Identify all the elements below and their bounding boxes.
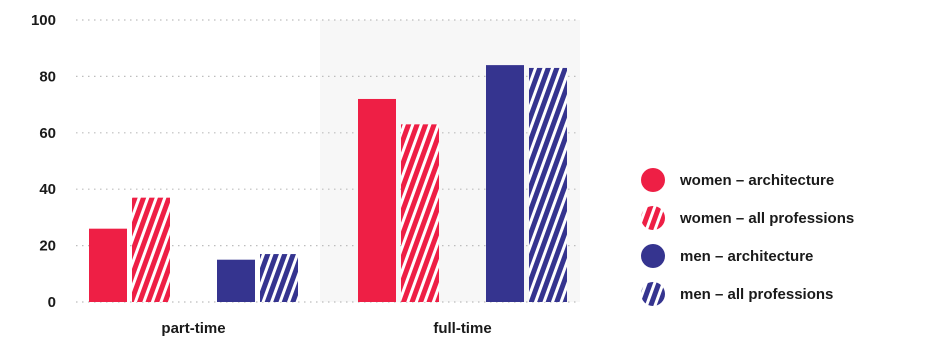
x-category-label: full-time <box>433 320 491 337</box>
y-tick-label: 80 <box>39 68 56 85</box>
bar-full-time-series-0 <box>358 98 396 303</box>
y-axis-ticks: 0 20 40 60 80 100 <box>31 12 56 311</box>
bar-part-time-series-2 <box>217 259 255 302</box>
y-tick-label: 0 <box>48 294 56 311</box>
legend-swatch-striped-blue <box>641 282 665 306</box>
legend-item-men-architecture: men – architecture <box>640 242 854 270</box>
bar-part-time-series-1 <box>132 197 170 302</box>
bar-part-time-series-3 <box>260 254 298 302</box>
x-axis-categories: part-time full-time <box>161 320 491 337</box>
legend-label: women – architecture <box>680 171 835 189</box>
legend-label: women – all professions <box>680 209 855 227</box>
legend-item-men-all-professions: men – all professions <box>640 280 854 308</box>
x-category-label: part-time <box>161 320 225 337</box>
bar-full-time-series-1 <box>401 124 439 302</box>
legend: women – architecture women – all profess… <box>640 166 854 318</box>
legend-item-women-architecture: women – architecture <box>640 166 854 194</box>
y-tick-label: 40 <box>39 181 56 198</box>
y-tick-label: 60 <box>39 125 56 142</box>
legend-label: men – architecture <box>680 247 814 265</box>
bar-full-time-series-3 <box>529 67 567 302</box>
y-tick-label: 20 <box>39 238 56 255</box>
legend-swatch-solid-blue <box>641 244 665 268</box>
legend-swatch-solid-red <box>641 168 665 192</box>
bar-full-time-series-2 <box>486 65 524 303</box>
legend-swatch-striped-red <box>641 206 665 230</box>
bar-part-time-series-0 <box>89 228 127 302</box>
bars <box>89 65 567 303</box>
legend-label: men – all professions <box>680 285 834 303</box>
legend-item-women-all-professions: women – all professions <box>640 204 854 232</box>
y-tick-label: 100 <box>31 12 56 29</box>
